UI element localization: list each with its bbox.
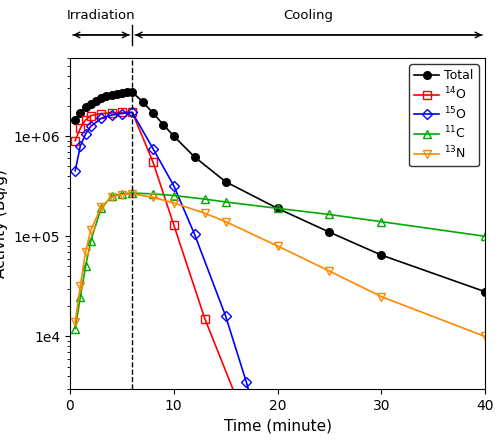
$^{11}$C — [119, 191, 125, 197]
Total — [78, 110, 84, 116]
Total — [93, 98, 99, 103]
$^{11}$C — [150, 191, 156, 197]
Total — [378, 253, 384, 258]
Y-axis label: Activity (Bq/g): Activity (Bq/g) — [0, 169, 8, 278]
$^{15}$O — [244, 380, 250, 385]
Total — [222, 179, 228, 185]
Line: Total: Total — [72, 88, 489, 295]
$^{11}$C — [129, 190, 135, 196]
$^{15}$O — [192, 232, 198, 237]
$^{14}$O — [108, 110, 114, 116]
$^{11}$C — [222, 199, 228, 205]
Line: $^{14}$O: $^{14}$O — [72, 109, 271, 447]
Text: Irradiation: Irradiation — [67, 9, 136, 22]
$^{11}$C — [378, 219, 384, 224]
$^{13}$N — [72, 319, 78, 325]
$^{14}$O — [119, 110, 125, 115]
Total — [119, 90, 125, 96]
$^{15}$O — [171, 183, 177, 188]
$^{15}$O — [72, 168, 78, 173]
$^{11}$C — [108, 194, 114, 199]
Line: $^{15}$O: $^{15}$O — [72, 109, 271, 447]
$^{13}$N — [98, 205, 104, 210]
$^{15}$O — [88, 124, 94, 129]
$^{14}$O — [98, 111, 104, 116]
$^{14}$O — [129, 110, 135, 115]
$^{15}$O — [82, 131, 88, 137]
Total — [108, 92, 114, 97]
$^{13}$N — [78, 283, 84, 289]
$^{14}$O — [88, 113, 94, 118]
$^{13}$N — [82, 249, 88, 254]
$^{11}$C — [202, 196, 208, 202]
X-axis label: Time (minute): Time (minute) — [224, 418, 332, 433]
Total — [88, 101, 94, 106]
$^{11}$C — [171, 193, 177, 198]
Total — [124, 90, 130, 95]
Total — [129, 89, 135, 95]
$^{15}$O — [150, 146, 156, 151]
Total — [482, 289, 488, 295]
$^{11}$C — [326, 212, 332, 217]
Total — [274, 206, 280, 211]
$^{11}$C — [98, 206, 104, 211]
Total — [192, 154, 198, 160]
$^{11}$C — [274, 206, 280, 211]
$^{13}$N — [129, 191, 135, 197]
Total — [98, 95, 104, 101]
$^{11}$C — [482, 234, 488, 239]
$^{14}$O — [171, 222, 177, 228]
Line: $^{11}$C: $^{11}$C — [72, 189, 489, 333]
$^{13}$N — [119, 192, 125, 198]
Text: Cooling: Cooling — [284, 9, 334, 22]
Total — [160, 122, 166, 127]
$^{15}$O — [222, 313, 228, 319]
$^{15}$O — [129, 110, 135, 115]
Total — [114, 91, 119, 97]
$^{14}$O — [233, 394, 239, 400]
$^{13}$N — [150, 194, 156, 200]
$^{14}$O — [78, 126, 84, 131]
Total — [171, 133, 177, 139]
Total — [72, 117, 78, 122]
$^{11}$C — [82, 264, 88, 269]
$^{13}$N — [326, 268, 332, 274]
$^{14}$O — [72, 138, 78, 143]
$^{15}$O — [119, 111, 125, 116]
Total — [150, 110, 156, 116]
Total — [326, 229, 332, 235]
$^{11}$C — [72, 326, 78, 331]
$^{13}$N — [378, 294, 384, 299]
$^{14}$O — [82, 117, 88, 122]
Total — [82, 104, 88, 110]
Total — [104, 93, 110, 99]
$^{13}$N — [274, 243, 280, 249]
$^{15}$O — [78, 143, 84, 148]
$^{13}$N — [482, 334, 488, 339]
$^{13}$N — [202, 211, 208, 216]
$^{15}$O — [108, 112, 114, 118]
$^{11}$C — [88, 238, 94, 244]
Total — [140, 99, 145, 105]
$^{13}$N — [222, 219, 228, 224]
$^{11}$C — [78, 294, 84, 299]
Line: $^{13}$N: $^{13}$N — [72, 190, 489, 340]
$^{14}$O — [150, 160, 156, 165]
$^{13}$N — [88, 228, 94, 233]
$^{13}$N — [108, 194, 114, 200]
$^{15}$O — [98, 116, 104, 121]
$^{13}$N — [171, 200, 177, 206]
$^{14}$O — [202, 316, 208, 321]
Legend: Total, $^{14}$O, $^{15}$O, $^{11}$C, $^{13}$N: Total, $^{14}$O, $^{15}$O, $^{11}$C, $^{… — [410, 64, 479, 166]
